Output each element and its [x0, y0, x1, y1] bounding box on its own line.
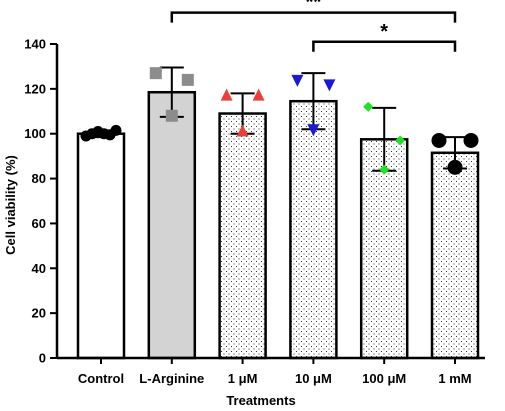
- x-tick-label: 1 μM: [228, 371, 258, 386]
- data-point: [323, 79, 336, 92]
- bar: [147, 90, 197, 360]
- significance-label: *: [380, 21, 388, 43]
- x-tick-label: 100 μM: [362, 371, 406, 386]
- replicate-points-group: [80, 67, 479, 175]
- y-tick-label: 80: [32, 171, 46, 186]
- significance-bracket: [170, 11, 457, 23]
- data-point: [395, 135, 406, 146]
- data-point: [447, 159, 463, 175]
- y-tick-label: 120: [24, 81, 46, 96]
- bars-group: [76, 90, 480, 360]
- data-point: [165, 109, 178, 122]
- bar: [289, 99, 338, 360]
- data-point: [110, 124, 122, 136]
- error-bars-group: [89, 66, 467, 172]
- y-tick-label: 0: [39, 351, 46, 366]
- data-point: [149, 67, 162, 80]
- significance-group: ***: [170, 0, 457, 52]
- bar: [430, 151, 480, 360]
- data-point: [220, 88, 233, 101]
- x-axis: Control L-Arginine 1 μM 10 μM 100 μM 1 mM: [57, 356, 485, 386]
- y-tick-label: 100: [24, 126, 46, 141]
- y-tick-label: 20: [32, 306, 46, 321]
- x-tick-label: Control: [78, 371, 124, 386]
- significance-label: **: [306, 0, 322, 14]
- data-point: [291, 74, 304, 87]
- data-point: [252, 88, 265, 101]
- data-point: [307, 124, 320, 137]
- y-tick-label: 140: [24, 37, 46, 52]
- data-point: [236, 124, 249, 137]
- y-tick-label: 60: [32, 216, 46, 231]
- bar: [218, 112, 267, 360]
- bar: [76, 132, 126, 360]
- y-axis: 0 20 40 60 80 100 120 140: [24, 37, 59, 366]
- data-point: [363, 101, 374, 112]
- y-tick-label: 40: [32, 261, 46, 276]
- x-tick-label: 10 μM: [295, 371, 332, 386]
- x-tick-label: L-Arginine: [139, 371, 204, 386]
- x-axis-title: Treatments: [226, 393, 295, 408]
- x-tick-label: 1 mM: [438, 371, 471, 386]
- data-point: [181, 73, 194, 86]
- data-point: [379, 164, 390, 175]
- significance-bracket: [312, 40, 457, 52]
- y-axis-title: Cell viability (%): [3, 155, 18, 255]
- data-point: [463, 132, 479, 148]
- data-point: [431, 132, 447, 148]
